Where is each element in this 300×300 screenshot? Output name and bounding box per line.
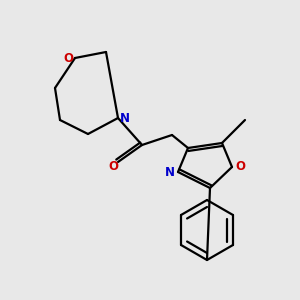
Text: O: O [63, 52, 73, 64]
Text: O: O [235, 160, 245, 173]
Text: N: N [120, 112, 130, 124]
Text: O: O [108, 160, 118, 173]
Text: N: N [165, 166, 175, 178]
